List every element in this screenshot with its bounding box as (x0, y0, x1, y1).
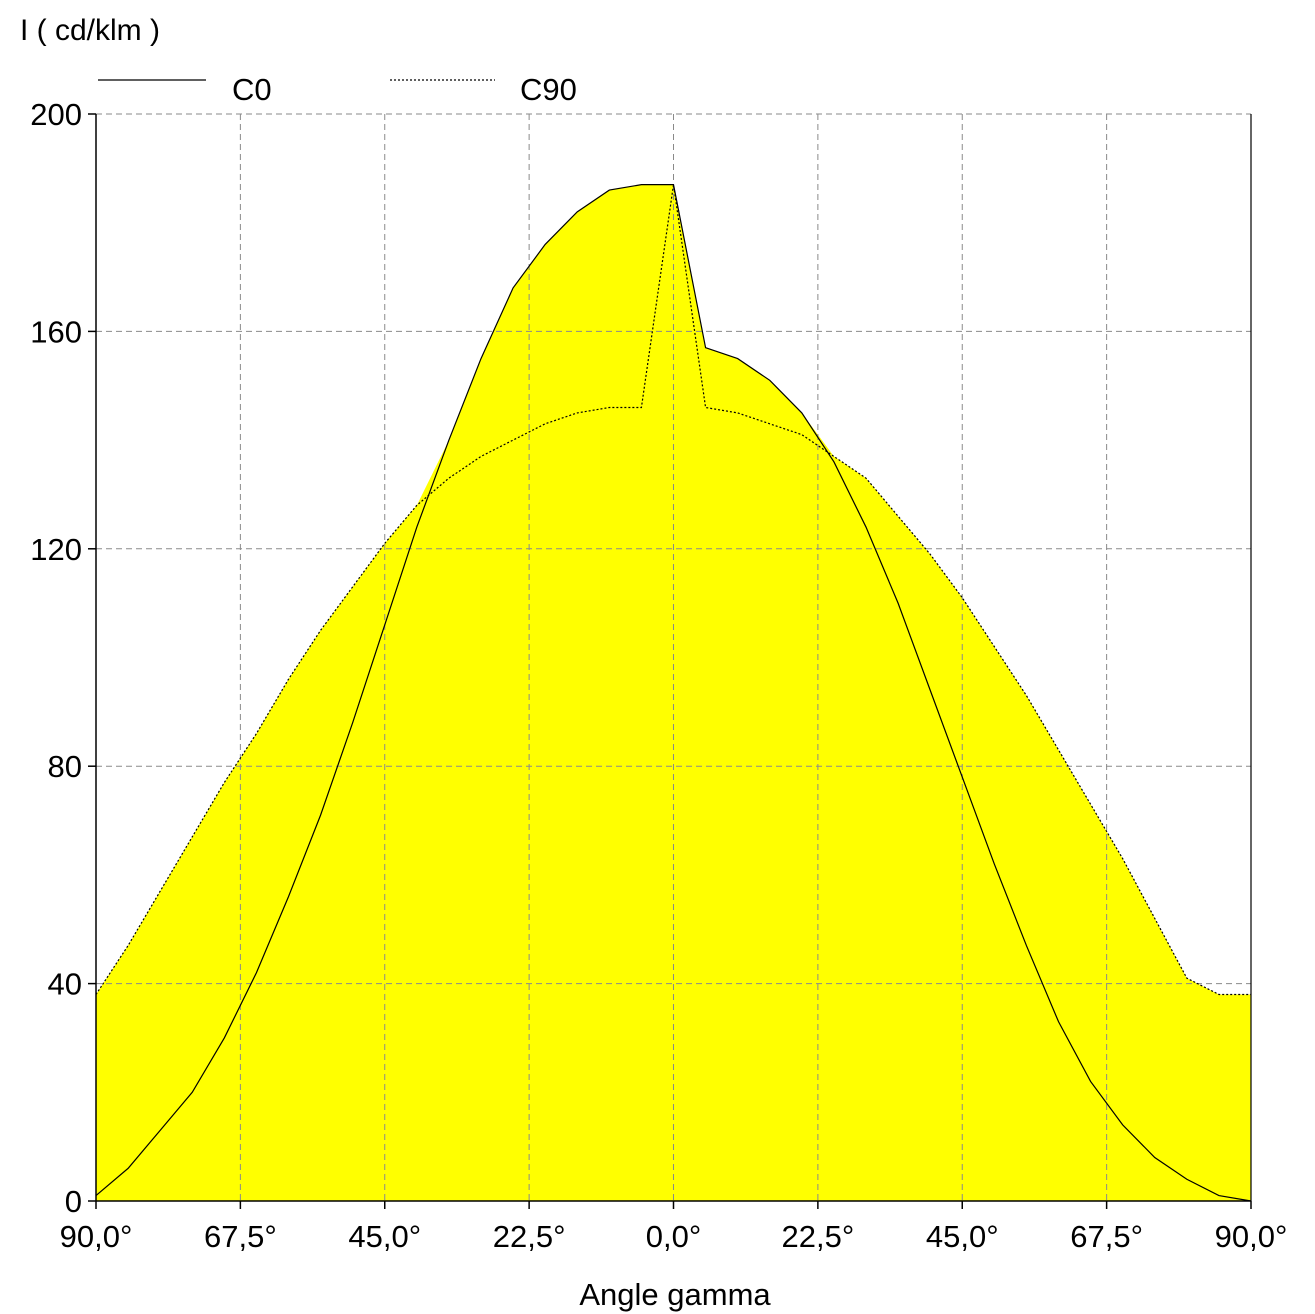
legend-label-c90: C90 (520, 72, 577, 107)
y-tick-label: 160 (30, 314, 82, 349)
x-tick-label: 22,5° (782, 1219, 855, 1254)
x-tick-label: 90,0° (1215, 1219, 1288, 1254)
x-tick-label: 90,0° (60, 1219, 133, 1254)
y-tick-label: 40 (48, 967, 82, 1002)
y-tick-label: 200 (30, 97, 82, 132)
x-tick-label: 67,5° (1070, 1219, 1143, 1254)
legend: C0 C90 (98, 72, 577, 107)
x-tick-label: 45,0° (926, 1219, 999, 1254)
legend-label-c0: C0 (232, 72, 272, 107)
y-tick-label: 0 (65, 1184, 82, 1219)
y-axis-label: I ( cd/klm ) (20, 14, 160, 47)
series-line-c90 (95, 184, 1251, 996)
x-tick-label: 0,0° (646, 1219, 702, 1254)
series-layer (95, 184, 1252, 1202)
y-tick-label: 120 (30, 532, 82, 567)
y-tick-label: 80 (48, 749, 82, 784)
x-tick-label: 67,5° (204, 1219, 277, 1254)
grid-layer (96, 113, 1251, 1201)
axis-layer: 0 40 80 120 160 200 90,0° 67,5° 45,0° 22,5° 0,0° 22… (30, 97, 1287, 1254)
series-line-c0 (95, 184, 1252, 1202)
x-axis-label: Angle gamma (579, 1277, 771, 1312)
x-tick-label: 45,0° (348, 1219, 421, 1254)
x-tick-label: 22,5° (493, 1219, 566, 1254)
